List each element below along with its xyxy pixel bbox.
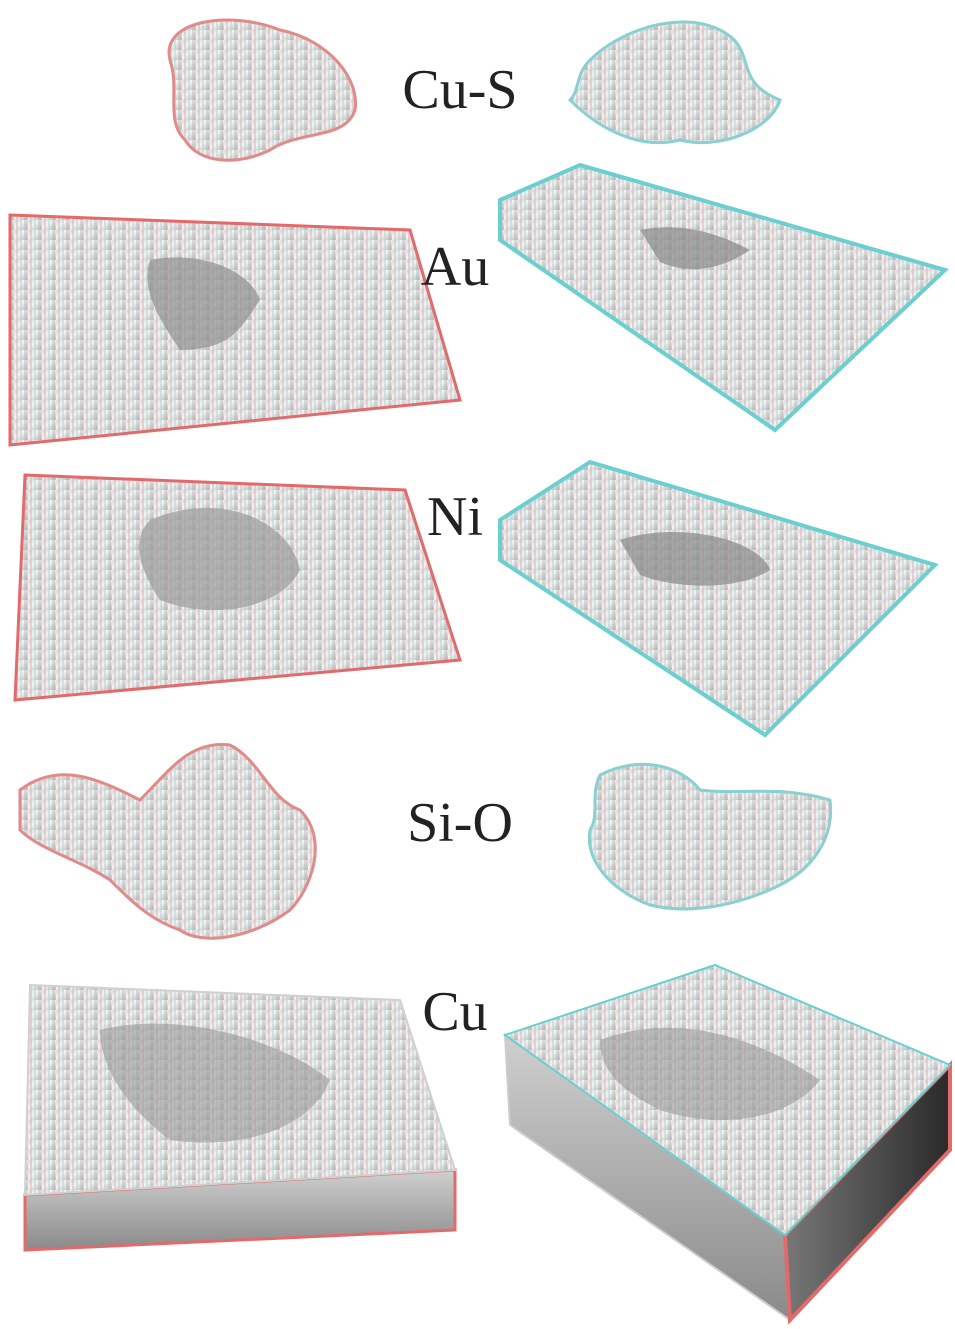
- renderings: [10, 20, 950, 1320]
- blob: [589, 764, 830, 909]
- slab: [500, 462, 935, 735]
- figure: Cu-S Au Ni Si-O Cu: [0, 0, 955, 1329]
- label: Ni: [427, 486, 483, 548]
- label: Si-O: [407, 792, 513, 854]
- label: Cu-S: [402, 59, 517, 121]
- blob: [20, 744, 315, 938]
- blob: [169, 20, 356, 160]
- blob: [570, 22, 780, 143]
- label: Cu: [422, 981, 487, 1043]
- label: Au: [421, 236, 489, 298]
- slab: [500, 165, 945, 430]
